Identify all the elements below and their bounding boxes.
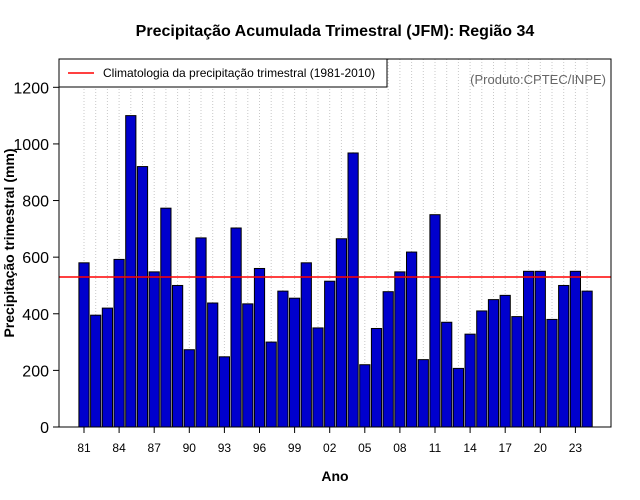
bar-1986 xyxy=(136,166,149,428)
legend: Climatologia da precipitação trimestral … xyxy=(58,58,388,88)
x-axis: 81 84 87 90 93 96 99 02 05 08 11 14 17 20 23 xyxy=(77,427,582,455)
bar-2021 xyxy=(546,318,558,428)
y-tick-label: 1000 xyxy=(13,137,49,154)
x-tick-label: 96 xyxy=(253,441,267,455)
bar-1983 xyxy=(101,307,114,428)
bar-2024 xyxy=(581,290,593,428)
bar-1997 xyxy=(265,341,277,428)
x-axis-label: Ano xyxy=(321,468,348,484)
y-tick-label: 1200 xyxy=(13,80,49,97)
bar-2020 xyxy=(534,270,546,428)
bars xyxy=(78,115,593,428)
x-tick-label: 08 xyxy=(393,441,407,455)
bar-2006 xyxy=(370,327,383,428)
x-tick-label: 11 xyxy=(429,441,442,455)
chart-title: Precipitação Acumulada Trimestral (JFM):… xyxy=(136,23,535,40)
x-tick-label: 23 xyxy=(569,441,583,455)
bar-2002 xyxy=(324,280,336,428)
x-tick-label: 05 xyxy=(358,441,372,455)
bar-2011 xyxy=(429,214,441,428)
bar-1985 xyxy=(125,115,137,428)
bar-2015 xyxy=(476,310,488,428)
y-tick-label: 800 xyxy=(22,194,49,211)
bar-1990 xyxy=(183,349,195,428)
bar-1984 xyxy=(113,258,125,428)
bar-1989 xyxy=(172,284,184,428)
bar-2010 xyxy=(417,359,429,428)
y-tick-label: 600 xyxy=(22,250,49,267)
bar-1995 xyxy=(242,303,254,428)
bar-2019 xyxy=(523,270,535,428)
x-tick-label: 90 xyxy=(183,441,197,455)
bar-2022 xyxy=(558,284,570,428)
product-credit: (Produto:CPTEC/INPE) xyxy=(470,72,606,87)
bar-1988 xyxy=(160,207,172,428)
bar-2016 xyxy=(487,299,500,428)
x-tick-label: 87 xyxy=(148,441,162,455)
bar-2012 xyxy=(441,321,453,428)
y-axis-label: Precipitação trimestral (mm) xyxy=(1,148,17,337)
bar-1982 xyxy=(90,314,102,428)
bar-1981 xyxy=(78,262,90,428)
bar-2009 xyxy=(406,251,418,428)
bar-1999 xyxy=(289,297,301,428)
y-tick-label: 400 xyxy=(22,307,49,324)
y-axis: 0 200 400 600 800 1000 1200 xyxy=(13,80,59,437)
legend-label-climatology: Climatologia da precipitação trimestral … xyxy=(103,66,375,80)
y-tick-label: 0 xyxy=(40,420,49,437)
bar-2003 xyxy=(335,238,347,428)
bar-2013 xyxy=(452,367,464,428)
bar-1994 xyxy=(230,227,242,428)
bar-2018 xyxy=(511,316,523,428)
bar-2023 xyxy=(569,270,581,428)
x-tick-label: 93 xyxy=(218,441,232,455)
bar-2014 xyxy=(464,333,476,428)
x-tick-label: 20 xyxy=(534,441,548,455)
legend-box xyxy=(58,58,388,88)
bar-2005 xyxy=(359,364,371,428)
bar-2004 xyxy=(347,152,359,428)
bar-2008 xyxy=(394,271,406,428)
bar-1996 xyxy=(253,267,266,428)
x-tick-label: 84 xyxy=(112,441,126,455)
x-tick-label: 99 xyxy=(288,441,302,455)
bar-1993 xyxy=(218,356,231,428)
x-tick-label: 02 xyxy=(323,441,337,455)
bar-2001 xyxy=(312,327,324,428)
y-tick-label: 200 xyxy=(22,363,49,380)
bar-1987 xyxy=(148,271,160,428)
bar-2017 xyxy=(499,294,511,428)
bar-2007 xyxy=(382,291,394,428)
x-tick-label: 17 xyxy=(499,441,513,455)
bar-1998 xyxy=(277,290,289,428)
bar-2000 xyxy=(300,262,312,428)
bar-1992 xyxy=(207,302,219,428)
x-tick-label: 14 xyxy=(463,441,477,455)
bar-1991 xyxy=(195,237,207,428)
x-tick-label: 81 xyxy=(77,441,91,455)
